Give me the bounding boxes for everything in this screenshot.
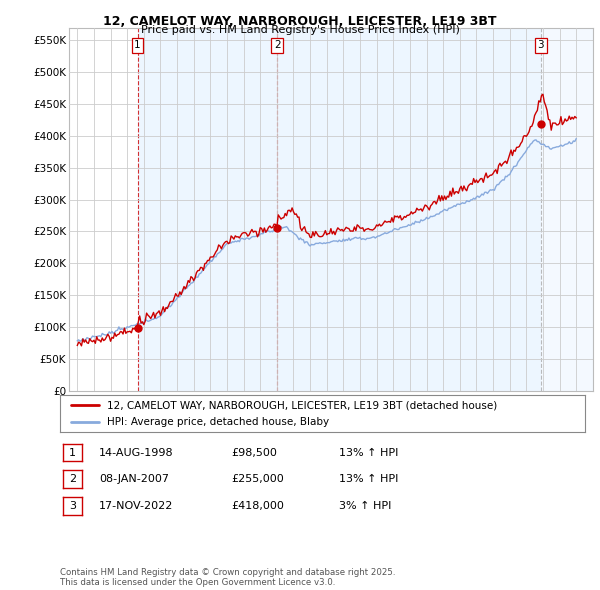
Text: £418,000: £418,000: [231, 502, 284, 511]
Text: 14-AUG-1998: 14-AUG-1998: [99, 448, 173, 457]
Text: 3: 3: [69, 502, 76, 511]
Bar: [277, 28, 541, 391]
Bar: [541, 28, 593, 391]
Text: Contains HM Land Registry data © Crown copyright and database right 2025.
This d: Contains HM Land Registry data © Crown c…: [60, 568, 395, 587]
Text: 3: 3: [538, 41, 544, 50]
Text: 2: 2: [69, 474, 76, 484]
Text: 12, CAMELOT WAY, NARBOROUGH, LEICESTER, LE19 3BT: 12, CAMELOT WAY, NARBOROUGH, LEICESTER, …: [103, 15, 497, 28]
Text: 2: 2: [274, 41, 281, 50]
Text: HPI: Average price, detached house, Blaby: HPI: Average price, detached house, Blab…: [107, 417, 329, 427]
Text: Price paid vs. HM Land Registry's House Price Index (HPI): Price paid vs. HM Land Registry's House …: [140, 25, 460, 35]
Text: 17-NOV-2022: 17-NOV-2022: [99, 502, 173, 511]
Text: 08-JAN-2007: 08-JAN-2007: [99, 474, 169, 484]
Text: 3% ↑ HPI: 3% ↑ HPI: [339, 502, 391, 511]
Text: 1: 1: [69, 448, 76, 457]
Text: 13% ↑ HPI: 13% ↑ HPI: [339, 448, 398, 457]
Text: 12, CAMELOT WAY, NARBOROUGH, LEICESTER, LE19 3BT (detached house): 12, CAMELOT WAY, NARBOROUGH, LEICESTER, …: [107, 400, 497, 410]
Text: 13% ↑ HPI: 13% ↑ HPI: [339, 474, 398, 484]
Text: £98,500: £98,500: [231, 448, 277, 457]
Text: 1: 1: [134, 41, 141, 50]
Bar: [137, 28, 277, 391]
Text: £255,000: £255,000: [231, 474, 284, 484]
